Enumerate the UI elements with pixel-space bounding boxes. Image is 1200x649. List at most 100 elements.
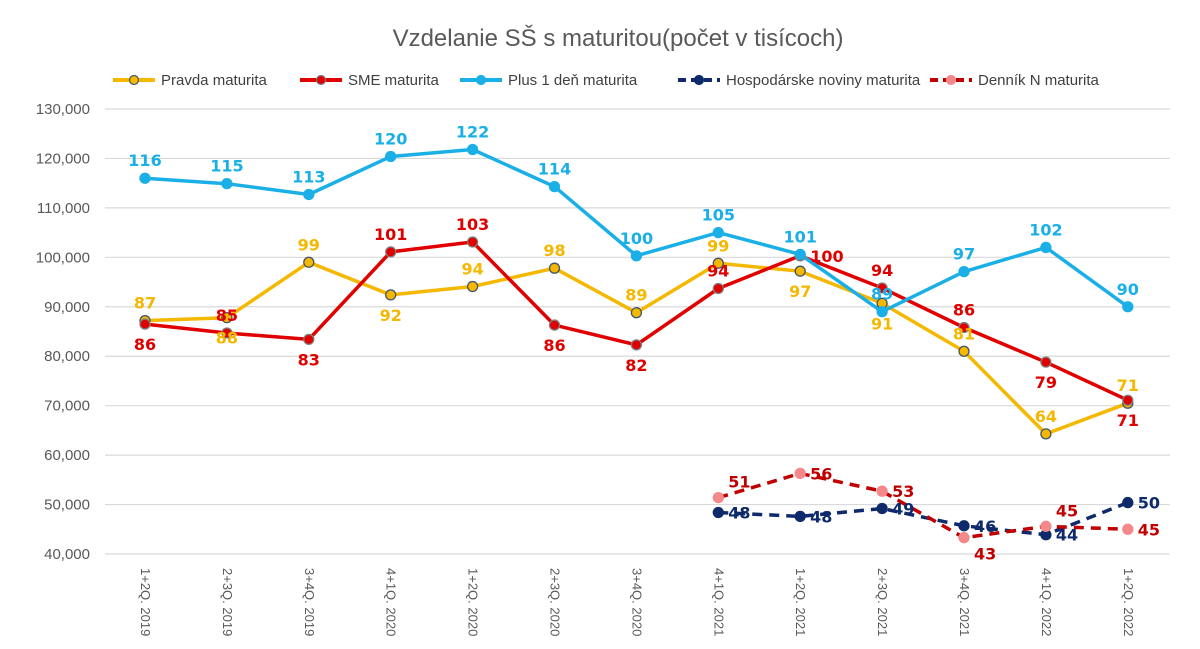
y-tick-label: 50,000	[44, 497, 90, 514]
y-tick-label: 80,000	[44, 348, 90, 365]
data-point	[1122, 523, 1134, 535]
data-label: 87	[134, 294, 156, 313]
data-label: 89	[625, 286, 647, 305]
data-point	[876, 502, 888, 515]
data-label: 100	[810, 247, 843, 266]
data-point	[958, 520, 970, 532]
y-tick-label: 130,000	[36, 101, 90, 118]
y-tick-label: 60,000	[44, 447, 90, 464]
data-point	[1040, 428, 1052, 440]
data-point	[1040, 356, 1052, 368]
data-label: 113	[292, 168, 325, 187]
data-label: 94	[707, 262, 729, 281]
data-point	[548, 319, 561, 331]
data-label: 44	[1056, 526, 1078, 545]
data-point	[712, 257, 724, 269]
data-label: 105	[702, 206, 735, 225]
x-tick-label: 3+4Q. 2020	[629, 568, 644, 636]
x-tick-label: 1+2Q. 2020	[466, 568, 481, 636]
x-tick-label: 3+4Q. 2021	[957, 568, 972, 636]
x-tick-label: 3+4Q. 2019	[302, 568, 317, 636]
data-label: 101	[783, 227, 816, 246]
data-label: 71	[1117, 411, 1139, 430]
data-label: 48	[810, 507, 832, 526]
y-tick-label: 90,000	[44, 299, 90, 316]
data-point	[303, 333, 315, 346]
data-point	[221, 312, 233, 324]
legend-marker	[128, 74, 140, 86]
x-tick-label: 4+1Q. 2020	[384, 568, 399, 636]
data-point	[385, 150, 397, 163]
data-label: 46	[974, 517, 996, 536]
data-label: 94	[461, 260, 483, 279]
data-label: 45	[1056, 501, 1078, 520]
series-markers	[139, 143, 1134, 544]
data-point	[958, 532, 970, 544]
data-label: 94	[871, 261, 893, 280]
data-label: 86	[543, 336, 565, 355]
data-point	[548, 262, 561, 274]
data-point	[958, 266, 970, 278]
data-point	[876, 485, 888, 497]
legend-marker	[475, 74, 487, 86]
x-tick-label: 1+2Q. 2019	[138, 568, 153, 636]
data-label: 64	[1035, 407, 1057, 426]
x-tick-label: 1+2Q. 2021	[793, 568, 808, 636]
data-point	[385, 246, 397, 258]
data-point	[1122, 394, 1134, 406]
data-point	[466, 236, 479, 248]
data-point	[712, 226, 724, 239]
y-tick-label: 70,000	[44, 398, 90, 415]
data-point	[794, 265, 806, 277]
data-point	[712, 506, 724, 519]
x-axis-ticks: 1+2Q. 2019 2+3Q. 2019 3+4Q. 2019 4+1Q. 2020…	[138, 568, 1136, 636]
x-tick-label: 2+3Q. 2019	[220, 568, 235, 636]
data-label: 122	[456, 123, 489, 142]
data-label: 100	[620, 229, 653, 248]
data-label: 89	[871, 285, 893, 304]
data-point	[630, 339, 643, 351]
data-label: 97	[953, 245, 975, 264]
data-point	[876, 306, 888, 318]
legend-item: Plus 1 deň maturita	[460, 72, 638, 89]
x-tick-label: 4+1Q. 2021	[711, 568, 726, 636]
data-label: 86	[953, 301, 975, 320]
data-point	[630, 250, 643, 262]
data-label: 48	[728, 504, 750, 523]
data-point	[221, 327, 233, 339]
legend-label: Plus 1 deň maturita	[508, 72, 638, 89]
x-tick-label: 4+1Q. 2022	[1039, 568, 1054, 636]
data-label: 45	[1138, 520, 1160, 539]
x-tick-label: 2+3Q. 2021	[875, 568, 890, 636]
data-point	[712, 491, 724, 504]
data-label: 56	[810, 464, 832, 483]
data-point	[548, 180, 561, 193]
y-tick-label: 40,000	[44, 546, 90, 563]
data-label: 92	[380, 306, 402, 325]
legend-label: SME maturita	[348, 72, 440, 89]
data-point	[794, 248, 806, 261]
data-label: 99	[298, 235, 320, 254]
data-labels: 116 115 113 120 122 114 100 105 101 89 97 102 90 87 88…	[128, 123, 1160, 564]
y-tick-label: 100,000	[36, 249, 90, 266]
data-point	[139, 318, 151, 330]
legend-marker	[315, 74, 327, 86]
data-point	[221, 178, 233, 190]
legend-label: Hospodárske noviny maturita	[726, 72, 921, 89]
data-label: 53	[892, 482, 914, 501]
data-label: 101	[374, 225, 407, 244]
data-label: 97	[789, 282, 811, 301]
y-tick-label: 110,000	[37, 200, 90, 217]
legend-label: Pravda maturita	[161, 72, 268, 89]
data-label: 50	[1138, 494, 1160, 513]
series-line	[718, 500, 1129, 537]
data-label: 79	[1035, 373, 1057, 392]
data-point	[958, 345, 970, 357]
y-axis-ticks: 40,000 50,000 60,000 70,000 80,000 90,000 100,…	[36, 101, 90, 563]
data-point	[712, 282, 724, 295]
legend-item: Pravda maturita	[113, 72, 268, 89]
data-point	[958, 321, 970, 334]
series-line	[717, 471, 1128, 540]
data-label: 71	[1117, 376, 1139, 395]
